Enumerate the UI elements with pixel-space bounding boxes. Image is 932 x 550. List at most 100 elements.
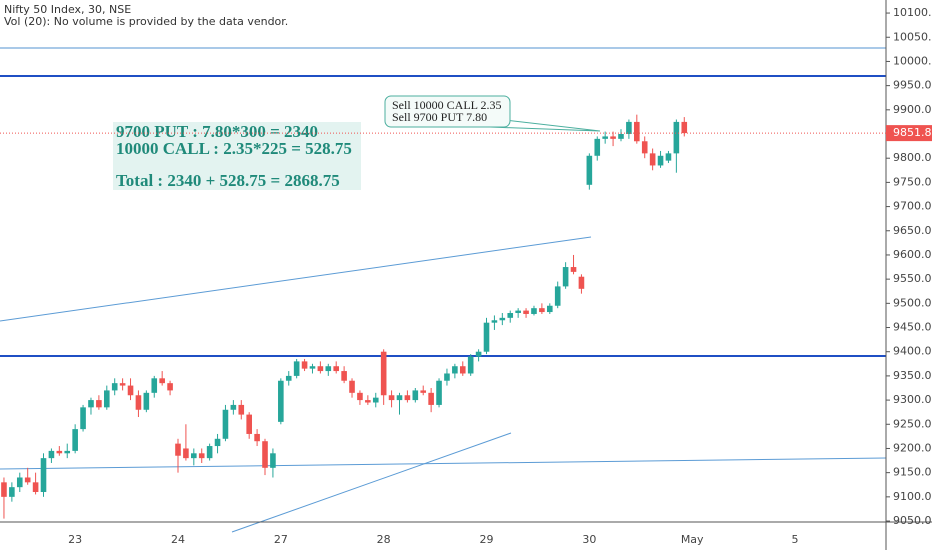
- candle-body: [515, 310, 521, 314]
- y-tick-label: 9300.00: [893, 393, 932, 406]
- candle-body: [40, 458, 47, 493]
- candle-body: [191, 453, 197, 459]
- candle-body: [230, 404, 237, 410]
- candle-body: [491, 320, 498, 323]
- candle-body: [151, 378, 158, 393]
- candle-body: [562, 267, 569, 287]
- y-tick-label: 9450.00: [893, 321, 932, 334]
- candle-body: [681, 121, 688, 134]
- candle-body: [254, 433, 260, 442]
- candle-body: [1, 482, 7, 497]
- callout-box: [384, 95, 511, 128]
- candle-body: [127, 385, 134, 396]
- candles: [1, 114, 688, 519]
- candle-body: [56, 450, 63, 454]
- annotation-text: Total : 2340 + 528.75 = 2868.75: [116, 171, 340, 190]
- candle-body: [570, 267, 577, 272]
- candle-body: [159, 378, 165, 384]
- candle-body: [309, 366, 316, 369]
- last-price-box: [886, 125, 932, 142]
- x-tick-label: 29: [480, 533, 494, 546]
- candle-body: [554, 286, 561, 306]
- candle-body: [325, 366, 332, 372]
- callout-pointer: [489, 119, 601, 132]
- y-tick-label: 9550.00: [893, 272, 932, 285]
- x-tick-label: 24: [171, 533, 185, 546]
- candle-body: [238, 404, 245, 415]
- candle-body: [673, 121, 680, 154]
- last-price-label: 9851.85: [893, 126, 932, 139]
- candle-body: [143, 392, 150, 410]
- y-tick-label: 9050.00: [893, 514, 932, 527]
- y-tick-label: 9700.00: [893, 200, 932, 213]
- candle-body: [357, 392, 363, 401]
- candle-body: [16, 477, 23, 488]
- candle-body: [412, 390, 419, 401]
- candle-body: [167, 383, 173, 391]
- candle-body: [111, 383, 118, 391]
- candle-body: [483, 322, 490, 352]
- candle-body: [246, 414, 252, 434]
- candle-body: [96, 400, 102, 408]
- candle-body: [546, 305, 553, 313]
- candle-body: [349, 380, 355, 393]
- x-tick-label: 30: [582, 533, 596, 546]
- candle-body: [396, 395, 403, 401]
- y-tick-label: 9600.00: [893, 248, 932, 261]
- candle-body: [657, 155, 664, 166]
- candle-body: [333, 366, 340, 372]
- y-tick-label: 9150.00: [893, 466, 932, 479]
- candle-body: [103, 390, 110, 408]
- candle-body: [641, 141, 648, 154]
- candle-body: [459, 366, 466, 374]
- candle-body: [531, 308, 537, 314]
- y-tick-label: 9400.00: [893, 345, 932, 358]
- candle-body: [380, 351, 387, 396]
- candle-body: [262, 441, 268, 468]
- y-tick-label: 10050.00: [893, 30, 932, 43]
- candle-body: [278, 380, 284, 422]
- candle-body: [594, 138, 601, 156]
- candle-body: [301, 361, 308, 369]
- candle-body: [206, 446, 213, 459]
- candle-body: [634, 121, 640, 142]
- candle-body: [475, 351, 482, 357]
- y-tick-label: 9750.00: [893, 175, 932, 188]
- candle-body: [365, 400, 371, 403]
- candle-body: [270, 453, 276, 468]
- candle-body: [293, 361, 300, 376]
- candle-body: [499, 317, 506, 321]
- candle-body: [618, 134, 624, 139]
- candle-body: [24, 477, 31, 483]
- trend-line: [0, 457, 887, 470]
- candle-body: [436, 380, 442, 405]
- y-tick-label: 9900.00: [893, 103, 932, 116]
- y-tick-label: 9200.00: [893, 441, 932, 454]
- y-tick-label: 9500.00: [893, 296, 932, 309]
- candle-body: [183, 448, 189, 459]
- y-tick-label: 9100.00: [893, 490, 932, 503]
- y-tick-label: 9950.00: [893, 79, 932, 92]
- annotation-text: 10000 CALL : 2.35*225 = 528.75: [116, 139, 352, 158]
- candle-body: [602, 136, 608, 139]
- candle-body: [586, 155, 593, 185]
- candle-body: [198, 453, 205, 459]
- candle-body: [317, 366, 324, 372]
- candle-body: [119, 383, 126, 386]
- candle-body: [507, 313, 514, 318]
- candle-body: [467, 356, 474, 374]
- candle-body: [388, 395, 395, 401]
- y-tick-label: 9800.00: [893, 151, 932, 164]
- x-tick-label: May: [681, 533, 704, 546]
- callout-text: Sell 9700 PUT 7.80: [392, 110, 487, 124]
- candle-body: [80, 407, 86, 430]
- candle-body: [88, 400, 94, 408]
- candle-body: [578, 276, 585, 289]
- candle-body: [428, 392, 434, 405]
- candle-body: [444, 373, 450, 381]
- symbol-title: Nifty 50 Index, 30, NSE: [4, 3, 131, 16]
- candle-body: [372, 397, 379, 403]
- y-tick-label: 10000.00: [893, 54, 932, 67]
- volume-note: Vol (20): No volume is provided by the d…: [4, 15, 288, 28]
